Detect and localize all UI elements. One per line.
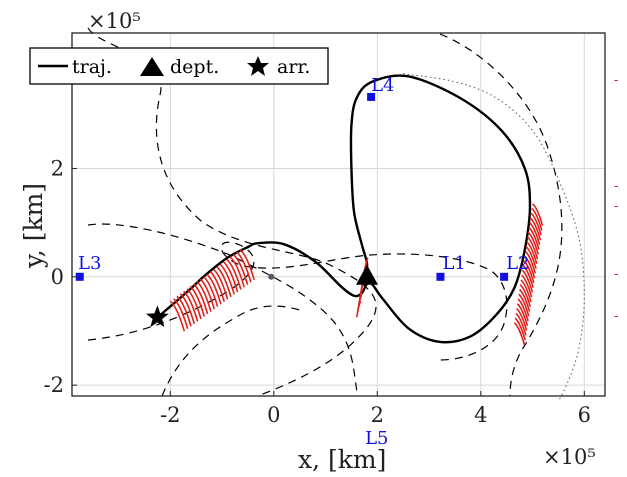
grid — [72, 33, 605, 396]
red-arc-left — [219, 263, 235, 295]
red-arc-right — [521, 269, 534, 293]
red-arc-left — [229, 256, 245, 288]
red-arc-right — [524, 250, 537, 274]
svg-text:-: - — [614, 73, 618, 87]
legend-box — [29, 47, 329, 85]
lagrange-point-label: L4 — [371, 75, 394, 96]
red-arc-right — [525, 245, 537, 269]
legend-triangle-icon — [140, 57, 164, 76]
red-arc-left — [189, 285, 206, 317]
red-arc-right — [529, 222, 541, 245]
legend: traj. dept. arr. — [29, 47, 329, 85]
red-arc-left — [222, 261, 239, 293]
svg-text:-: - — [614, 179, 618, 193]
red-arc-left — [236, 251, 252, 283]
red-arc-left — [216, 266, 232, 298]
svg-text:-: - — [614, 199, 618, 213]
red-arc-left — [199, 278, 216, 310]
origin-dot — [268, 273, 275, 280]
red-arc-right — [516, 307, 528, 331]
lagrange-point-label: L2 — [506, 253, 529, 274]
x-tick-label: 4 — [474, 403, 487, 427]
red-arc-right — [523, 260, 535, 284]
red-arc-right — [517, 298, 529, 322]
lagrange-point-marker — [436, 272, 445, 281]
red-arc-right — [531, 207, 543, 231]
departure-triangle-icon — [355, 264, 378, 285]
axes-box — [71, 32, 606, 397]
lagrange-point-marker — [75, 272, 84, 281]
red-arc-left — [206, 273, 222, 305]
lagrange-point-label: L3 — [78, 253, 101, 274]
y-tick-label: 0 — [51, 265, 64, 289]
x-axis-label: x, [km] — [298, 445, 386, 474]
lagrange-point-label: L5 — [365, 428, 388, 449]
red-arc-left — [232, 254, 249, 285]
lagrange-points: L1 L2 L3 L4 L5 — [75, 75, 529, 449]
red-arc-left — [169, 300, 186, 332]
red-arc-left — [179, 293, 196, 325]
legend-label-arr: arr. — [277, 56, 310, 78]
zero-velocity-curve-right — [439, 33, 563, 397]
red-arc-right — [513, 322, 526, 346]
red-arc-right — [521, 274, 533, 298]
dotted-orbit-curve — [403, 73, 585, 402]
red-arc-right — [531, 203, 544, 226]
red-arc-right — [514, 317, 526, 341]
red-arc-right — [526, 236, 539, 260]
lagrange-point-marker — [367, 92, 376, 101]
lagrange-point-marker — [500, 272, 509, 281]
red-arc-left — [173, 298, 189, 329]
x-scale-label-bottom: ×10⁵ — [543, 445, 596, 469]
y-tick-label: 2 — [51, 156, 64, 180]
svg-text:-: - — [614, 267, 618, 281]
x-tick-label: 0 — [267, 403, 280, 427]
right-edge-marks: - - - - - — [614, 73, 618, 323]
legend-star-icon — [247, 56, 269, 76]
x-tick-label: -2 — [160, 403, 180, 427]
red-arc-right — [524, 255, 536, 279]
red-arc-left — [239, 249, 255, 280]
red-arc-right — [526, 241, 538, 265]
arrival-star-icon — [146, 305, 169, 328]
legend-label-dept: dept. — [170, 56, 219, 78]
trajectory-line — [156, 74, 532, 344]
x-tick-label: 6 — [578, 403, 591, 427]
red-arc-right — [529, 217, 542, 241]
zero-velocity-curve-lower — [87, 223, 359, 397]
red-arc-left — [203, 276, 219, 307]
zero-velocity-curves — [87, 27, 563, 397]
red-arc-right — [516, 303, 529, 327]
red-arc-left — [176, 295, 192, 327]
special-markers — [146, 264, 378, 328]
red-arc-right — [528, 226, 540, 250]
red-arc-right — [515, 312, 527, 336]
red-arc-left — [183, 290, 199, 322]
x-scale-label: ×10⁵ — [88, 9, 141, 33]
legend-label-traj: traj. — [72, 56, 112, 78]
red-arc-right — [518, 288, 531, 312]
red-arc-right — [518, 293, 530, 317]
red-arc-right — [522, 265, 534, 288]
red-arc-left — [213, 268, 229, 300]
red-arc-left — [193, 283, 209, 315]
lagrange-point-label: L1 — [442, 253, 465, 274]
zero-velocity-curve-bottom — [161, 305, 301, 397]
red-arc-left — [186, 288, 202, 320]
y-tick-label: -2 — [44, 373, 64, 397]
x-tick-label: 2 — [371, 403, 384, 427]
red-arc-left — [209, 271, 226, 302]
red-arc-right — [527, 231, 539, 255]
red-arc-left — [226, 258, 242, 290]
svg-text:-: - — [614, 309, 618, 323]
axis-ticks: -2 0 2 4 6 -2 0 2 — [44, 156, 591, 427]
y-axis-label: y, [km] — [19, 183, 48, 269]
red-arc-right — [520, 279, 532, 303]
red-arc-left — [196, 280, 212, 312]
red-arc-right — [519, 284, 532, 307]
red-arc-right — [530, 212, 542, 236]
